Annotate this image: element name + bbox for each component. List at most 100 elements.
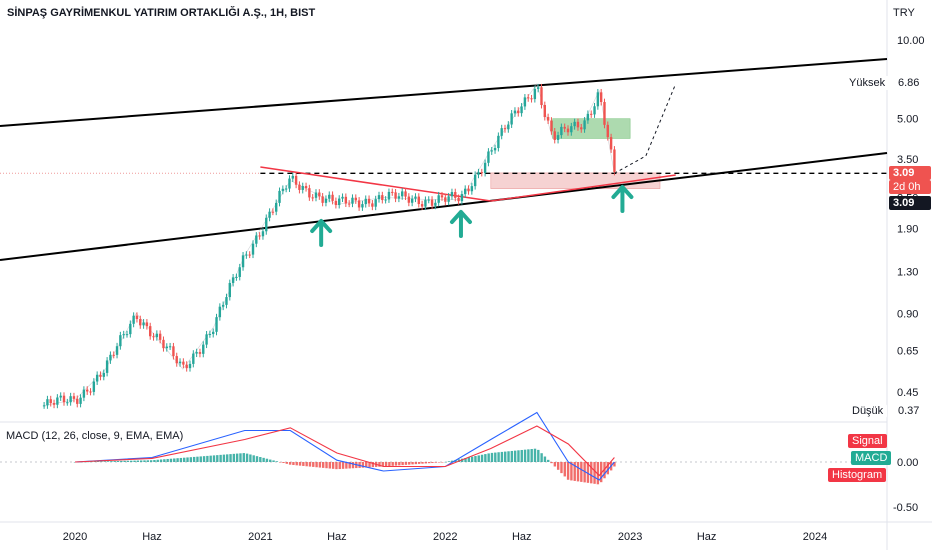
lower-channel-line <box>0 152 888 261</box>
candle-body <box>225 297 228 305</box>
macd-histogram-bar <box>103 461 106 462</box>
candle-body <box>467 188 470 192</box>
candle-body <box>284 188 288 190</box>
candle-body <box>308 188 311 198</box>
macd-histogram-bar <box>560 462 563 474</box>
candle-body <box>394 192 397 199</box>
candle-body <box>168 346 172 348</box>
candle-body <box>493 148 497 151</box>
candle-body <box>364 198 367 205</box>
macd-histogram-bar <box>576 462 580 482</box>
candle-body <box>457 197 460 202</box>
candle-body <box>553 131 556 140</box>
candle-body <box>341 196 344 199</box>
candle-body <box>102 372 105 377</box>
support-arrow-3 <box>611 185 634 213</box>
candle-body <box>115 346 119 355</box>
candle-body <box>235 276 238 278</box>
candle-body <box>460 194 464 202</box>
macd-histogram-bar <box>477 455 480 462</box>
macd-histogram-bar <box>378 462 381 467</box>
candle-body <box>470 186 474 192</box>
macd-histogram-bar <box>242 453 245 462</box>
price-tick-label: 0.90 <box>897 308 918 320</box>
macd-histogram-bar <box>596 462 600 485</box>
candle-body <box>437 195 440 203</box>
macd-histogram-bar <box>116 460 120 462</box>
candle-body <box>570 126 573 133</box>
candle-body <box>59 395 62 398</box>
candle-body <box>361 204 364 208</box>
macd-histogram-bar <box>183 457 186 462</box>
candle-body <box>530 98 533 100</box>
macd-histogram-bar <box>312 462 315 467</box>
candle-body <box>304 186 308 189</box>
candle-body <box>404 191 407 197</box>
macd-histogram-bar <box>259 457 262 462</box>
macd-histogram-bar <box>586 462 590 483</box>
candle-body <box>258 235 261 237</box>
time-tick-label: 2020 <box>63 531 87 543</box>
macd-tick-neg: -0.50 <box>893 502 918 514</box>
macd-histogram-bar <box>603 462 606 479</box>
macd-histogram-bar <box>90 461 93 463</box>
macd-histogram-bar <box>543 456 547 462</box>
low-label: Düşük <box>848 404 888 418</box>
candle-body <box>351 197 354 204</box>
candle-body <box>294 175 298 185</box>
macd-histogram-bar <box>527 449 530 462</box>
target-zone <box>552 118 631 139</box>
macd-histogram-bar <box>540 453 543 462</box>
macd-histogram-bar <box>120 460 123 462</box>
macd-histogram-bar <box>421 462 424 464</box>
candle-body <box>49 399 52 404</box>
macd-histogram-bar <box>209 455 212 462</box>
candle-body <box>162 339 165 349</box>
candle-body <box>324 198 328 203</box>
candle-body <box>593 106 596 115</box>
candle-body <box>251 243 255 255</box>
candle-body <box>606 124 609 138</box>
candle-body <box>195 352 198 354</box>
time-tick-label: Haz <box>512 531 532 543</box>
candle-body <box>473 174 477 187</box>
candle-body <box>517 110 520 114</box>
candle-body <box>318 192 321 197</box>
upper-channel-line <box>0 58 888 127</box>
candle-body <box>172 346 175 357</box>
candle-body <box>149 326 152 337</box>
macd-histogram-bar <box>179 457 183 462</box>
candle-body <box>125 334 129 336</box>
candle-body <box>245 254 248 256</box>
macd-histogram-bar <box>282 462 285 463</box>
candle-body <box>178 361 182 364</box>
macd-histogram-bar <box>401 462 404 466</box>
candle-body <box>503 128 507 130</box>
macd-histogram-bar <box>523 449 527 462</box>
macd-histogram-bar <box>110 461 113 462</box>
macd-histogram-bar <box>166 458 169 462</box>
candle-body <box>533 88 537 100</box>
macd-histogram-bar <box>464 458 467 462</box>
macd-histogram-bar <box>593 462 596 484</box>
candle-body <box>563 126 566 129</box>
macd-histogram-bar <box>186 457 189 462</box>
candle-body <box>122 334 125 336</box>
macd-histogram-bar <box>328 462 332 469</box>
macd-histogram-bar <box>348 462 351 469</box>
candle-body <box>371 203 374 207</box>
macd-histogram-bar <box>153 460 156 462</box>
macd-histogram-bar <box>136 460 140 462</box>
candle-body <box>321 196 324 203</box>
macd-histogram-bar <box>335 462 338 470</box>
macd-histogram-bar <box>338 462 341 470</box>
macd-histogram-bar <box>159 459 163 462</box>
macd-histogram-bar <box>381 462 384 467</box>
candle-body <box>440 195 444 198</box>
candle-body <box>381 195 384 201</box>
macd-histogram-bar <box>580 462 583 482</box>
price-tick-label: 1.90 <box>897 224 918 236</box>
macd-histogram-bar <box>530 449 533 462</box>
macd-histogram-bar <box>467 457 471 462</box>
